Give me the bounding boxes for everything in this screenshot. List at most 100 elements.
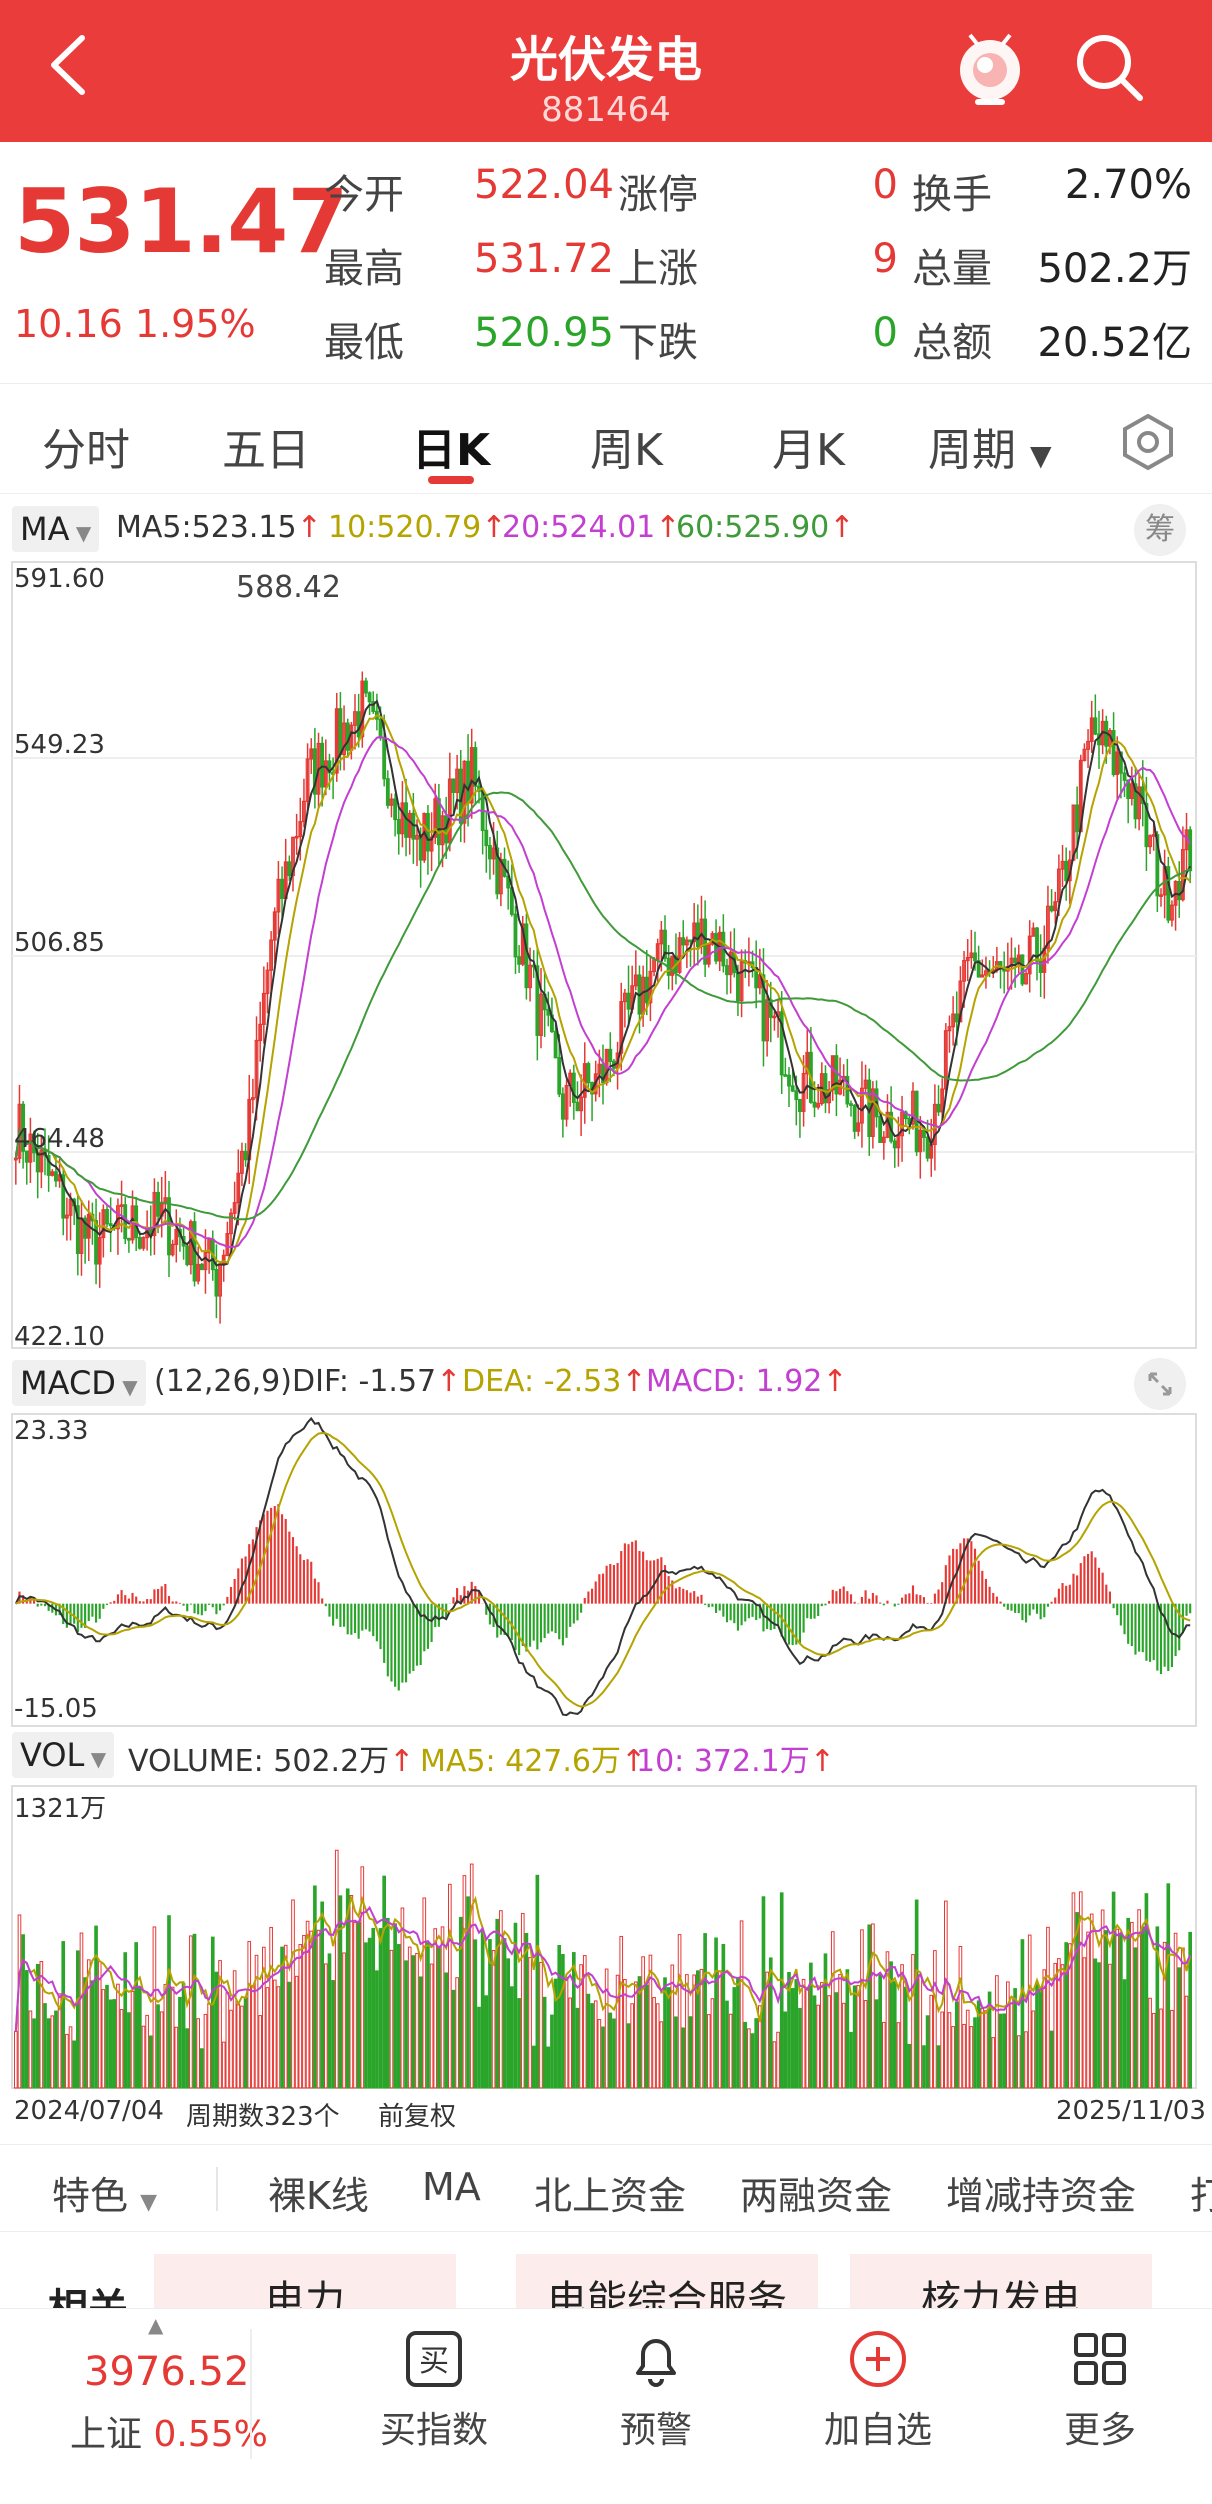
volume-bar — [1060, 1964, 1065, 2089]
feature-ma[interactable]: MA — [422, 2165, 481, 2209]
candle-body — [229, 1212, 233, 1235]
volume-bar — [601, 2026, 605, 2089]
candle-body — [418, 834, 423, 861]
candle-body — [1056, 868, 1061, 903]
tab-daily-k[interactable]: 日K — [412, 425, 491, 476]
candle-body — [936, 1103, 941, 1113]
tab-period-dropdown[interactable]: 周期 ▼ — [928, 414, 1052, 478]
feature-holding-change[interactable]: 增减持资金 — [946, 2174, 1137, 2218]
feature-more[interactable]: 打 — [1190, 2174, 1212, 2218]
volume-bar — [692, 1974, 697, 2089]
candle-body — [298, 820, 303, 838]
price-tick: 464.48 — [14, 1124, 105, 1154]
volume-bar — [65, 2033, 69, 2089]
volume-bar — [546, 2046, 551, 2089]
candle-body — [491, 847, 496, 860]
tab-monthly-k[interactable]: 月K — [772, 425, 845, 476]
candle-body — [794, 1090, 799, 1101]
feature-margin[interactable]: 两融资金 — [740, 2174, 893, 2218]
volume-bar — [334, 1849, 339, 2089]
volume-bar — [203, 2013, 208, 2089]
related-tag[interactable]: 核力发电 — [850, 2254, 1152, 2312]
tab-weekly-k[interactable]: 周K — [590, 425, 663, 476]
add-watchlist-button[interactable]: 加自选 — [798, 2327, 958, 2453]
more-button[interactable]: 更多 — [1020, 2327, 1180, 2453]
related-label: 相关 — [48, 2286, 128, 2312]
alert-button[interactable]: 预警 — [576, 2327, 736, 2453]
volume-bar — [163, 1983, 168, 2089]
candle-body — [436, 798, 441, 846]
candle-body — [389, 798, 394, 806]
related-tag[interactable]: 电能综合服务 — [516, 2254, 818, 2312]
vol-selector[interactable]: VOL ▼ — [12, 1732, 115, 1778]
candle-body — [156, 1191, 160, 1217]
hexagon-settings-icon[interactable] — [1118, 412, 1178, 472]
volume-bar — [367, 1937, 372, 2089]
candle-body — [900, 1111, 904, 1137]
volume-tick: 1321万 — [14, 1794, 107, 1824]
volume-bar — [451, 1989, 456, 2089]
volume-bar — [783, 2011, 788, 2089]
candle-body — [1166, 866, 1171, 921]
buy-index-button[interactable]: 买 买指数 — [354, 2327, 514, 2453]
feature-northbound[interactable]: 北上资金 — [534, 2174, 687, 2218]
kline-chart-area[interactable]: MA ▼ MA5:523.15↑ 10:520.79↑ 20:524.01↑ 6… — [0, 494, 1212, 2144]
volume-bar — [590, 2003, 594, 2089]
candle-body — [469, 747, 474, 804]
expand-icon[interactable] — [1134, 1358, 1186, 1410]
tab-five-day[interactable]: 五日 — [222, 425, 310, 476]
candle-body — [943, 1030, 948, 1090]
quote-label: 上涨 — [618, 246, 698, 292]
volume-bar — [458, 1916, 463, 2089]
quote-count: 9 — [872, 236, 898, 282]
ma-selector[interactable]: MA ▼ — [12, 506, 100, 552]
candle-body — [1035, 927, 1039, 962]
volume-bar — [90, 1980, 95, 2089]
volume-bar — [995, 1975, 999, 2089]
index-value[interactable]: 3976.52 — [84, 2349, 250, 2395]
volume-bar — [411, 1955, 416, 2089]
volume-bar — [178, 1996, 182, 2089]
related-tag[interactable]: 电力 — [154, 2254, 456, 2312]
quote-value: 20.52亿 — [1037, 320, 1192, 366]
volume-bar — [703, 1933, 707, 2089]
chip-distribution-button[interactable]: 筹 — [1134, 504, 1186, 556]
robot-icon[interactable] — [950, 25, 1030, 110]
more-label: 更多 — [1063, 2410, 1136, 2451]
index-summary[interactable]: 上证 0.55% — [70, 2414, 268, 2455]
candle-body — [677, 937, 682, 973]
volume-bar — [612, 2018, 616, 2089]
volume-bar — [1151, 2012, 1156, 2089]
volume-bar — [1133, 1947, 1138, 2089]
candle-body — [947, 1026, 952, 1032]
svg-text:买: 买 — [419, 2344, 449, 2379]
volume-bar — [830, 1931, 835, 2089]
quote-value: 502.2万 — [1037, 246, 1192, 292]
candle-body — [174, 1228, 179, 1246]
volume-bar — [207, 2002, 211, 2089]
candle-body — [345, 722, 350, 751]
volume-bar — [466, 1896, 470, 2089]
volume-bar — [772, 2041, 777, 2089]
volume-bar — [1078, 1891, 1083, 2089]
volume-bar — [539, 1961, 543, 2089]
volume-bar — [841, 2002, 846, 2089]
candle-body — [579, 1096, 584, 1112]
search-icon[interactable] — [1070, 28, 1150, 108]
candle-body — [845, 1075, 850, 1105]
tab-intraday[interactable]: 分时 — [42, 425, 130, 476]
candle-body — [407, 812, 412, 838]
feature-naked-k[interactable]: 裸K线 — [268, 2174, 369, 2218]
back-arrow-icon[interactable] — [40, 30, 100, 100]
feature-special[interactable]: 特色 ▼ — [52, 2174, 158, 2218]
volume-bar — [152, 1926, 157, 2089]
bottom-bar: ▲ 3976.52 上证 0.55% 买 买指数 预警 加自选 更多 — [0, 2308, 1212, 2504]
volume-bar — [76, 1950, 80, 2089]
candle-body — [951, 1013, 956, 1028]
volume-bar — [484, 1995, 489, 2089]
volume-bar — [801, 1978, 806, 2089]
macd-selector[interactable]: MACD ▼ — [12, 1360, 146, 1406]
volume-bar — [448, 1883, 452, 2089]
candle-body — [415, 834, 419, 840]
candle-body — [520, 923, 525, 965]
